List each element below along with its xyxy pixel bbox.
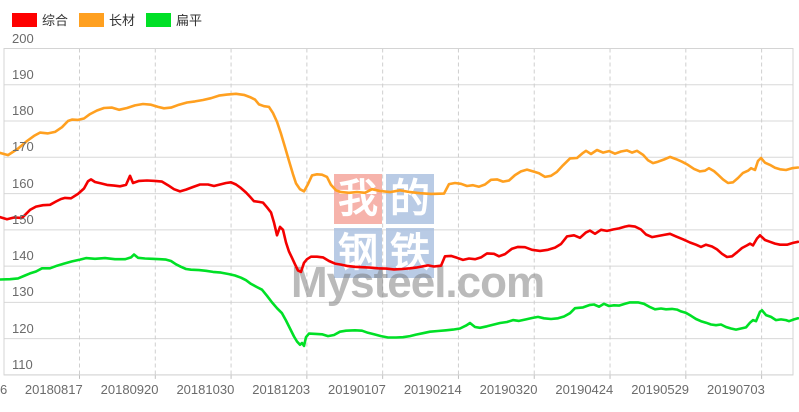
series-line-长材[interactable] <box>0 92 799 196</box>
watermark-tile: 我 <box>334 174 382 224</box>
legend-item-扁平[interactable]: 扁平 <box>146 10 202 29</box>
plot-border <box>3 48 794 376</box>
watermark-tile: 的 <box>386 174 434 224</box>
legend-label: 长材 <box>109 13 136 28</box>
legend-label: 扁平 <box>176 13 203 28</box>
legend-label: 综合 <box>42 13 69 28</box>
legend-item-综合[interactable]: 综合 <box>12 10 68 29</box>
series-line-扁平[interactable] <box>0 253 799 348</box>
legend-swatch <box>79 12 105 27</box>
legend-item-长材[interactable]: 长材 <box>79 10 135 29</box>
series-line-综合[interactable] <box>0 174 799 274</box>
legend: 综合 长材 扁平 <box>12 10 213 29</box>
legend-swatch <box>12 12 37 27</box>
legend-swatch <box>146 12 172 27</box>
watermark-tile: 钢 <box>334 228 382 278</box>
